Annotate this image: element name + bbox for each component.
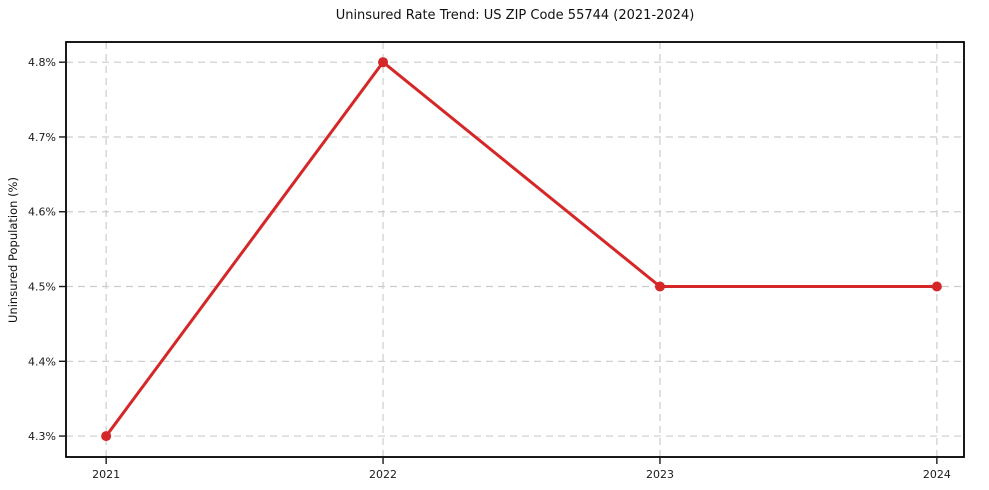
y-tick-label: 4.7% — [28, 131, 56, 144]
y-tick-label: 4.3% — [28, 430, 56, 443]
y-tick-label: 4.5% — [28, 281, 56, 294]
data-point — [101, 431, 112, 442]
chart-title: Uninsured Rate Trend: US ZIP Code 55744 … — [335, 8, 695, 23]
x-tick-label: 2022 — [369, 468, 397, 481]
y-tick-label: 4.6% — [28, 206, 56, 219]
x-tick-label: 2023 — [646, 468, 674, 481]
plot-border — [65, 41, 965, 458]
x-tick-label: 2021 — [92, 468, 120, 481]
trend-line — [104, 60, 939, 438]
data-point — [931, 281, 942, 292]
data-point — [654, 281, 665, 292]
data-point — [378, 57, 389, 68]
y-tick-label: 4.8% — [28, 56, 56, 69]
y-tick-label: 4.4% — [28, 355, 56, 368]
x-tick-label: 2024 — [923, 468, 951, 481]
